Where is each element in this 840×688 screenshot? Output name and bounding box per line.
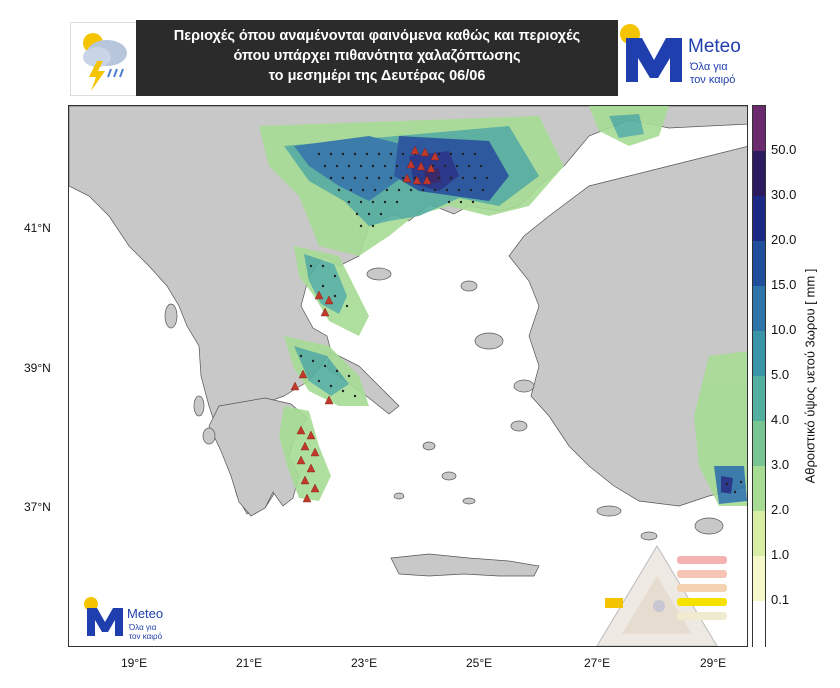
lon-tick-29: 29°E (700, 656, 727, 670)
storm-cloud-icon (83, 33, 127, 91)
colorbar-label: 15.0 (771, 277, 797, 292)
precipitation-map: Meteo Όλα για τον καιρό (68, 105, 748, 647)
storm-dots (299, 152, 743, 494)
lon-tick-25: 25°E (466, 656, 493, 670)
hail-markers (290, 145, 440, 503)
watermark-tagline-2: τον καιρό (129, 632, 163, 641)
lon-tick-21: 21°E (236, 656, 263, 670)
meteo-logo-watermark: Meteo Όλα για τον καιρό (84, 597, 163, 641)
map-canvas: Meteo Όλα για τον καιρό (69, 106, 747, 646)
colorbar-label: 2.0 (771, 502, 790, 517)
colorbar-segment (753, 601, 765, 647)
meteo-logo-header: Meteo Όλα για τον καιρό (618, 20, 760, 96)
colorbar-label: 5.0 (771, 367, 790, 382)
colorbar-label: 1.0 (771, 547, 790, 562)
lat-tick-37: 37°N (24, 500, 51, 514)
lon-tick-27: 27°E (584, 656, 611, 670)
lat-tick-41: 41°N (24, 221, 51, 235)
brand-tagline-2: τον καιρό (690, 74, 735, 86)
map-title: Περιοχές όπου αναμένονται φαινόμενα καθώ… (136, 20, 618, 96)
colorbar-segment (753, 106, 765, 152)
colorbar-segment (753, 331, 765, 377)
colorbar-segment (753, 511, 765, 557)
watermark-brand-name: Meteo (127, 606, 163, 621)
colorbar-segment (753, 556, 765, 602)
colorbar-title: Αθροιστικό ύψος υετού 3ωρου [ mm ] (802, 268, 818, 484)
watermark-tagline-1: Όλα για (128, 623, 157, 632)
colorbar-label: 30.0 (771, 187, 797, 202)
colorbar-segment (753, 151, 765, 197)
colorbar-segment (753, 466, 765, 512)
colorbar-segment (753, 376, 765, 422)
lon-tick-19: 19°E (121, 656, 148, 670)
precipitation-overlay (259, 106, 747, 506)
title-line-2: όπου υπάρχει πιθανότητα χαλαζόπτωσης (233, 48, 521, 64)
colorbar-segment (753, 286, 765, 332)
colorbar-segment (753, 241, 765, 287)
brand-tagline-1: Όλα για (689, 61, 728, 73)
danger-level-legend (596, 545, 727, 646)
colorbar-label: 10.0 (771, 322, 797, 337)
colorbar-label: 3.0 (771, 457, 790, 472)
brand-name: Meteo (688, 36, 741, 57)
colorbar-label: 20.0 (771, 232, 797, 247)
colorbar-label: 4.0 (771, 412, 790, 427)
storm-cloud-logo (70, 22, 138, 96)
colorbar-segment (753, 196, 765, 242)
lon-tick-23: 23°E (351, 656, 378, 670)
colorbar-label: 50.0 (771, 142, 797, 157)
lat-tick-39: 39°N (24, 361, 51, 375)
colorbar-label: 0.1 (771, 592, 790, 607)
title-line-3: το μεσημέρι της Δευτέρας 06/06 (268, 68, 486, 84)
meteo-brand-icon: Meteo Όλα για τον καιρό (620, 24, 741, 86)
title-line-1: Περιοχές όπου αναμένονται φαινόμενα καθώ… (173, 28, 581, 44)
colorbar-segment (753, 421, 765, 467)
precipitation-colorbar (752, 105, 766, 647)
